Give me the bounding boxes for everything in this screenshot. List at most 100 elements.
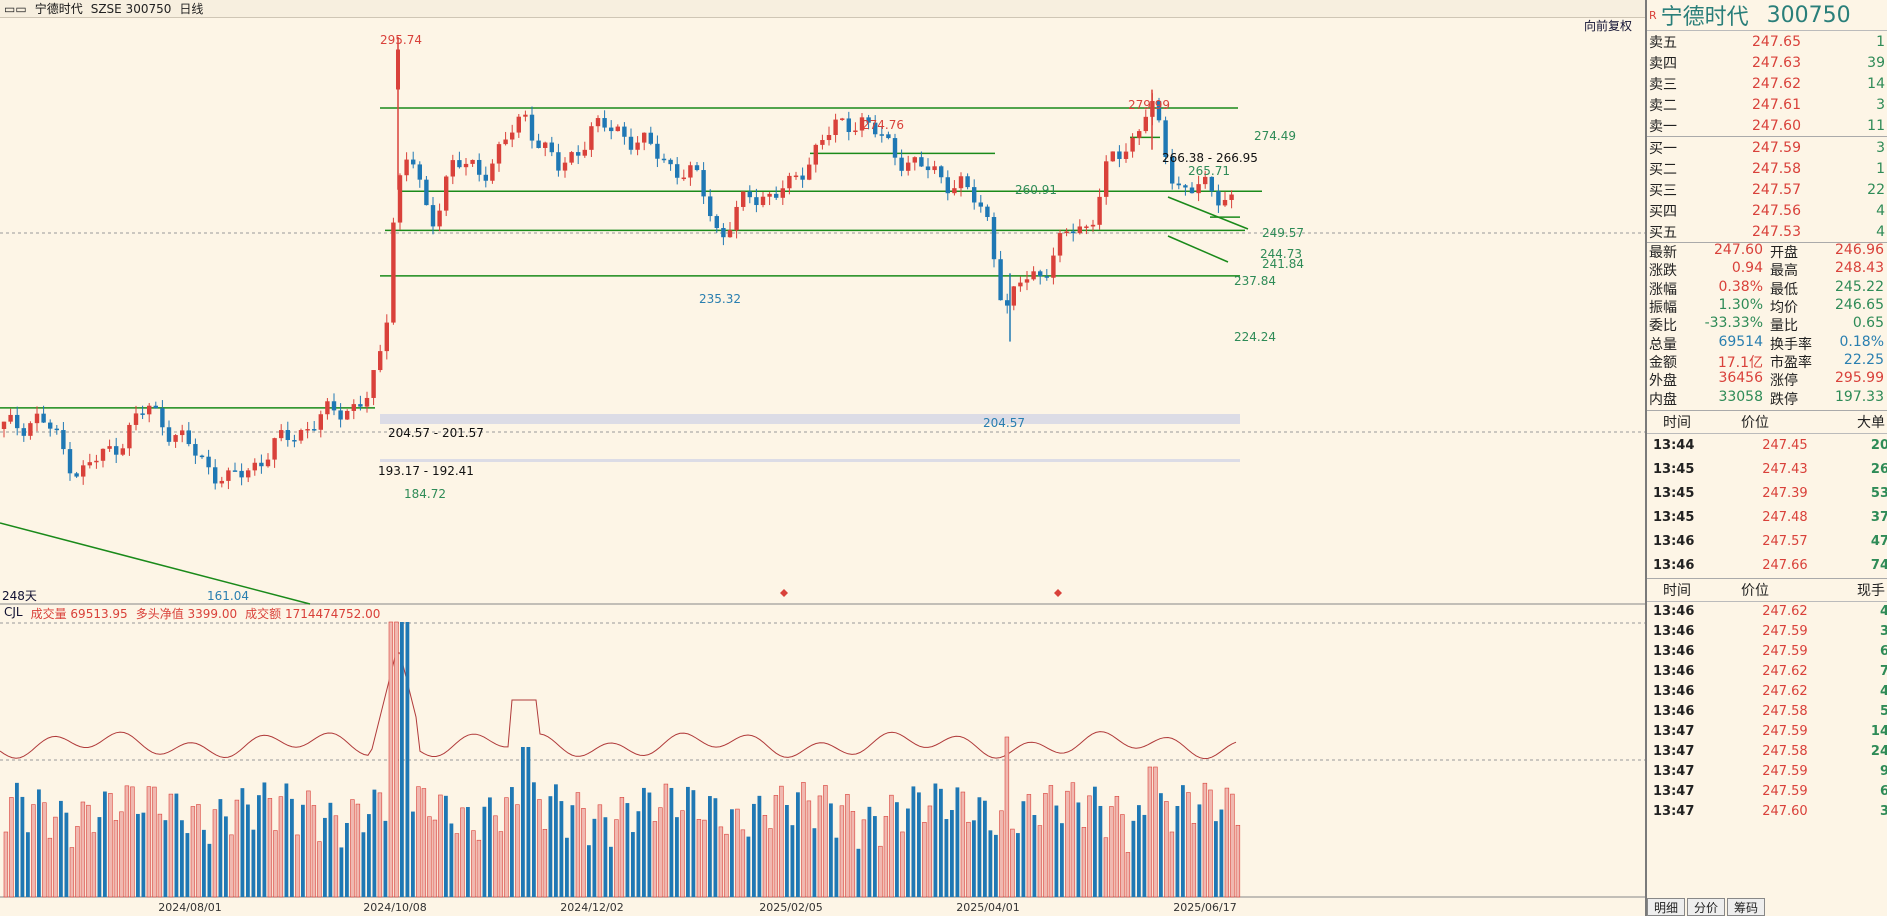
orderbook-row[interactable]: 买四 247.56 4 xyxy=(1647,200,1887,221)
candle-body xyxy=(100,448,106,461)
tab-chips[interactable]: 筹码 xyxy=(1727,898,1766,916)
orderbook-row[interactable]: 卖一 247.60 11 xyxy=(1647,115,1887,136)
indicator-selector[interactable]: CJL xyxy=(4,605,23,619)
trade-row[interactable]: 13:46 247.59 3 xyxy=(1647,622,1887,642)
candle-body xyxy=(1203,176,1208,185)
volume-bar xyxy=(575,792,581,898)
volume-bar xyxy=(1010,828,1015,898)
trade-vol: 14 xyxy=(1870,724,1887,740)
volume-bar xyxy=(785,804,789,897)
trade-row[interactable]: 13:44 247.45 20 xyxy=(1647,434,1887,458)
stat-val: 0.38% xyxy=(1718,278,1763,295)
candle-body xyxy=(140,413,145,415)
orderbook-row[interactable]: 卖三 247.62 14 xyxy=(1647,73,1887,94)
candle-body xyxy=(180,430,185,436)
restore-button[interactable]: 向前复权 xyxy=(1584,19,1633,33)
trade-row[interactable]: 13:46 247.58 5 xyxy=(1647,702,1887,722)
volume-bar xyxy=(383,820,388,897)
orderbook-row[interactable]: 买五 247.53 4 xyxy=(1647,221,1887,242)
volume-bar xyxy=(900,831,905,898)
candle-body xyxy=(767,193,772,197)
trade-vol: 47 xyxy=(1870,534,1887,550)
orderbook-row[interactable]: 卖二 247.61 3 xyxy=(1647,94,1887,115)
trade-row[interactable]: 13:45 247.43 26 xyxy=(1647,458,1887,482)
candle-body xyxy=(396,49,400,90)
candle-body xyxy=(411,159,416,165)
volume-bar xyxy=(856,848,861,897)
trade-row[interactable]: 13:47 247.60 3 xyxy=(1647,802,1887,822)
candle-body xyxy=(886,134,891,139)
ob-label: 卖一 xyxy=(1649,118,1677,135)
candle-body xyxy=(1229,194,1234,200)
candle-body xyxy=(853,130,858,133)
orderbook-row[interactable]: 卖五 247.65 1 xyxy=(1647,31,1887,52)
candle-body xyxy=(54,428,59,431)
candle-body xyxy=(510,132,515,140)
big-trades-list[interactable]: 13:44 247.45 20 13:45 247.43 26 13:45 247.39 53 1… xyxy=(1647,434,1887,578)
candle-body xyxy=(496,144,502,164)
volume-bar xyxy=(47,837,53,898)
trade-vol: 4 xyxy=(1879,604,1887,620)
orderbook-row[interactable]: 买一 247.59 3 xyxy=(1647,137,1887,158)
trade-price: 247.58 xyxy=(1762,744,1808,760)
candle-body xyxy=(160,408,165,428)
ob-price: 247.65 xyxy=(1752,33,1801,50)
trade-row[interactable]: 13:47 247.58 24 xyxy=(1647,742,1887,762)
col-time: 时间 xyxy=(1663,582,1691,599)
x-axis-label: 2024/08/01 xyxy=(158,901,221,914)
candle-body xyxy=(793,175,799,178)
candle-body xyxy=(675,164,680,178)
trade-row[interactable]: 13:46 247.62 4 xyxy=(1647,602,1887,622)
trade-row[interactable]: 13:47 247.59 6 xyxy=(1647,782,1887,802)
volume-bar xyxy=(1120,814,1125,898)
ob-price: 247.63 xyxy=(1752,54,1801,71)
volume-bar xyxy=(933,783,938,897)
col-price: 价位 xyxy=(1741,582,1769,599)
trade-row[interactable]: 13:46 247.62 4 xyxy=(1647,682,1887,702)
trade-price: 247.66 xyxy=(1762,558,1808,574)
candle-body xyxy=(734,206,739,231)
ob-vol: 22 xyxy=(1867,181,1885,198)
trade-row[interactable]: 13:46 247.57 47 xyxy=(1647,530,1887,554)
volume-bar xyxy=(1186,792,1191,898)
stat-key: 外盘 xyxy=(1649,373,1677,390)
volume-bar xyxy=(812,828,817,897)
volume-bar xyxy=(718,826,724,898)
volume-bar xyxy=(708,796,712,897)
candle-body xyxy=(417,164,422,180)
volume-bar xyxy=(1147,766,1153,898)
trade-row[interactable]: 13:46 247.59 6 xyxy=(1647,642,1887,662)
volume-bar xyxy=(548,796,553,897)
orderbook-row[interactable]: 买二 247.58 1 xyxy=(1647,158,1887,179)
orderbook-row[interactable]: 买三 247.57 22 xyxy=(1647,179,1887,200)
candle-body xyxy=(569,152,574,163)
menu-icon[interactable]: ▭▭ xyxy=(4,1,27,16)
candle-body xyxy=(655,143,660,159)
volume-bar xyxy=(631,832,635,897)
orderbook-row[interactable]: 卖四 247.63 39 xyxy=(1647,52,1887,73)
trade-row[interactable]: 13:45 247.39 53 xyxy=(1647,482,1887,506)
tab-detail[interactable]: 明细 xyxy=(1647,898,1686,916)
candle-body xyxy=(536,140,541,148)
stat-val: 17.1亿 xyxy=(1717,354,1763,371)
volume-bar xyxy=(152,786,157,898)
tab-price[interactable]: 分价 xyxy=(1687,898,1726,916)
trade-row[interactable]: 13:47 247.59 14 xyxy=(1647,722,1887,742)
candle-body xyxy=(213,467,218,484)
candle-body xyxy=(1170,156,1175,184)
volume-bar xyxy=(950,810,954,897)
trade-row[interactable]: 13:47 247.59 9 xyxy=(1647,762,1887,782)
volume-bar xyxy=(1026,794,1032,898)
trade-row[interactable]: 13:45 247.48 37 xyxy=(1647,506,1887,530)
trade-row[interactable]: 13:46 247.66 74 xyxy=(1647,554,1887,578)
volume-bar xyxy=(124,785,130,898)
trade-row[interactable]: 13:46 247.62 7 xyxy=(1647,662,1887,682)
volume-bar xyxy=(1131,820,1136,897)
volume-bar xyxy=(301,804,305,897)
period-selector[interactable]: 日线 xyxy=(179,2,204,16)
trade-price: 247.59 xyxy=(1762,724,1808,740)
ticks-list[interactable]: 13:46 247.62 4 13:46 247.59 3 13:46 247.59 6 13:4… xyxy=(1647,602,1887,822)
candle-body xyxy=(81,465,86,477)
stat-key: 开盘 xyxy=(1770,245,1798,262)
